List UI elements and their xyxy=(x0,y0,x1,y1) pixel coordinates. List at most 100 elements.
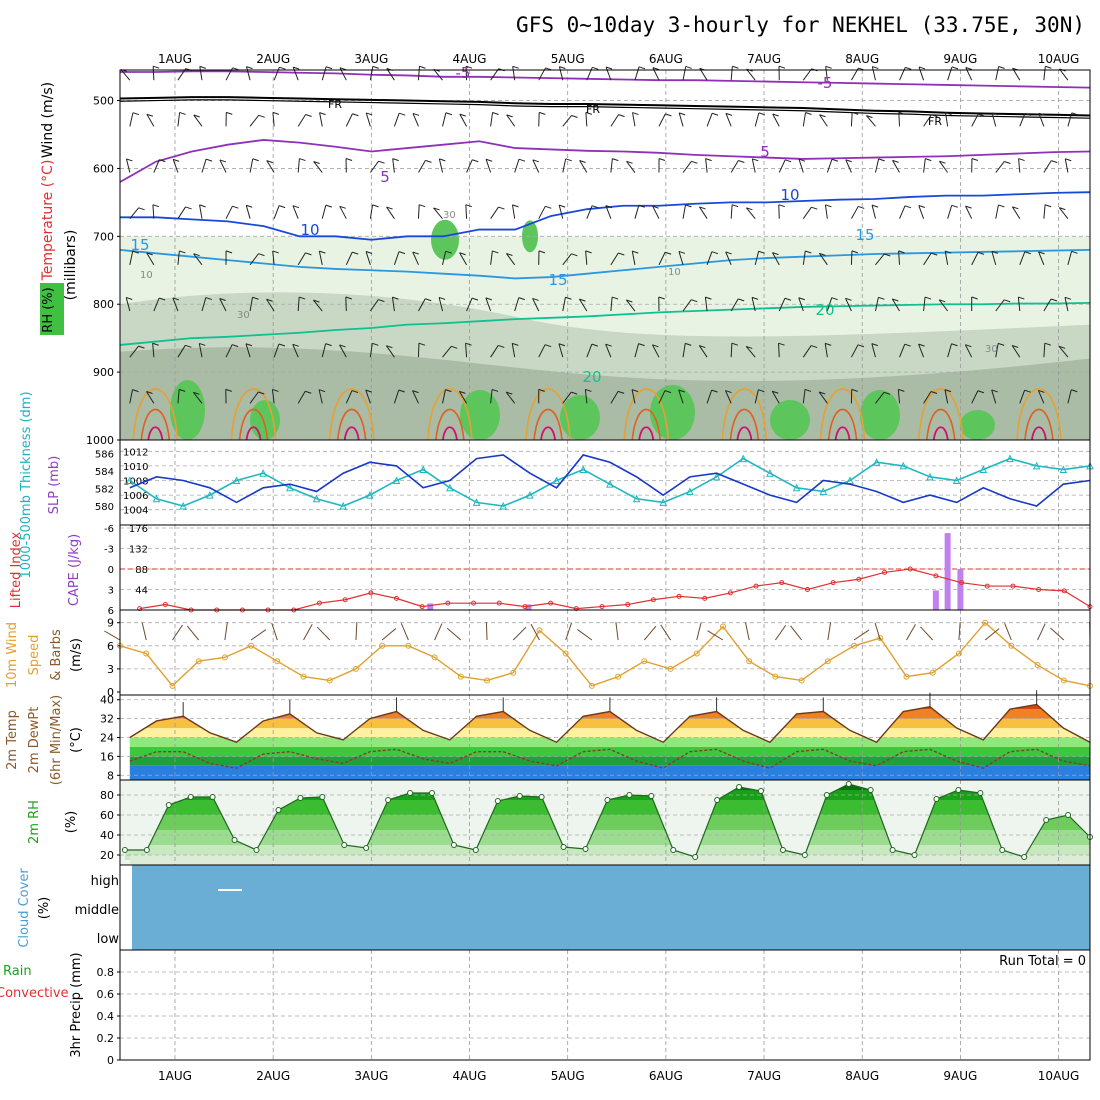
wind-barb xyxy=(125,158,131,173)
isotherm-line-30 xyxy=(925,408,956,441)
precip-tick-label: 0.8 xyxy=(97,966,115,979)
li-tick-label: -3 xyxy=(104,545,114,556)
wind-barb-flag xyxy=(132,112,140,116)
wind-barb-flag xyxy=(412,112,420,116)
lifted-index-marker xyxy=(419,604,425,610)
wind-barb xyxy=(891,298,900,312)
rh-marker xyxy=(297,795,304,801)
surface-wind-barb xyxy=(643,625,657,641)
slp-marker xyxy=(766,469,774,477)
wind-barb-flag xyxy=(772,252,779,256)
wind-barb-flag xyxy=(305,390,312,394)
wind-barb xyxy=(771,390,780,404)
temp-unit-label: (°C) xyxy=(69,727,84,753)
wind-barb-flag xyxy=(752,158,759,162)
wind-barb-flag xyxy=(205,297,212,301)
minmax-axis-label: (6hr Min/Max) xyxy=(49,695,64,785)
wind-barb xyxy=(458,391,467,404)
wind-barb-flag xyxy=(918,66,926,70)
wind-barb xyxy=(682,299,692,312)
wind-barb xyxy=(991,251,997,265)
slp-marker xyxy=(206,490,214,499)
wind-barb xyxy=(369,66,374,81)
date-label-top: 7AUG xyxy=(747,52,781,66)
wind-barb xyxy=(172,297,179,312)
wind-barb-flag xyxy=(498,206,505,210)
wind-speed-marker xyxy=(982,619,989,626)
wind-barb-flag xyxy=(811,206,818,210)
date-label-bottom: 5AUG xyxy=(551,1069,585,1083)
wind-barb-flag xyxy=(1012,344,1019,348)
wind-barb-flag xyxy=(518,158,526,162)
surface-wind-barb xyxy=(512,626,527,641)
wind-barb-flag xyxy=(412,390,419,394)
wind-barb xyxy=(146,252,155,266)
lifted-index-marker xyxy=(1036,587,1042,592)
wind-barb xyxy=(225,344,233,358)
dewpt-axis-label: 2m DewPt xyxy=(27,707,42,774)
wind-barb-flag xyxy=(539,111,546,115)
wind-speed-marker xyxy=(1008,642,1015,649)
wind-speed-marker xyxy=(405,642,412,649)
wind-barb xyxy=(562,115,572,127)
rh-marker xyxy=(165,802,172,808)
wind-barb-flag xyxy=(705,158,712,162)
wind-barb xyxy=(918,343,925,358)
isotherm-label: FR xyxy=(328,98,342,111)
wind-barb xyxy=(871,343,876,358)
isotherm-line-35 xyxy=(441,426,458,441)
wind-barb-flag xyxy=(491,388,499,392)
wind-barb-flag xyxy=(232,344,239,348)
wind-barb-flag xyxy=(246,204,253,208)
li-tick-label: 3 xyxy=(108,586,114,597)
cape-bar xyxy=(957,569,964,610)
panel-frame-3 xyxy=(119,524,1091,611)
wind-barb xyxy=(658,390,666,404)
wind-barb-flag xyxy=(798,158,806,162)
wind-barb-flag xyxy=(532,159,539,163)
li-tick-label: -6 xyxy=(104,524,114,535)
wind-barb-flag xyxy=(219,298,226,302)
precip-tick-label: 0.2 xyxy=(97,1032,115,1045)
rh-marker xyxy=(757,788,764,794)
wind-barb xyxy=(313,299,323,312)
wind-barb xyxy=(751,297,756,312)
thickness-axis-label: 1000-500mb Thickness (dm) xyxy=(19,391,34,578)
wind-barb-flag xyxy=(565,296,572,300)
rh-marker xyxy=(385,797,392,803)
wind-barb xyxy=(369,204,374,219)
wind-barb xyxy=(412,390,419,404)
cape-tick-label: 176 xyxy=(129,524,148,535)
surface-wind-barb xyxy=(906,624,916,641)
wind-barb xyxy=(586,67,593,81)
wind-barb-flag xyxy=(778,65,786,69)
wind-barb-flag xyxy=(152,65,160,69)
surface-wind-barb xyxy=(104,630,121,641)
wind-barb xyxy=(699,206,708,219)
isotherm-line-FR xyxy=(119,96,1091,117)
wind-barb-flag xyxy=(225,250,233,254)
wind-barb-flag xyxy=(617,390,625,394)
wind-barb xyxy=(146,113,155,127)
wind-barb-flag xyxy=(785,159,792,163)
wind-barb xyxy=(562,391,572,404)
wind-barb xyxy=(971,113,979,127)
slp-marker xyxy=(499,501,508,510)
wind-barb-flag xyxy=(152,204,160,208)
wind-barb xyxy=(802,345,812,358)
wind-barb xyxy=(845,298,852,312)
isotherm-label: 10 xyxy=(780,186,799,204)
wind-barb-flag xyxy=(132,250,139,254)
wind-barb xyxy=(898,112,901,127)
wind-barb xyxy=(995,66,1000,81)
wind-barb xyxy=(745,346,756,358)
surface-wind-barb xyxy=(446,627,462,641)
wind-barb-flag xyxy=(318,389,326,393)
wind-barb xyxy=(511,343,516,358)
wind-barb xyxy=(490,250,493,265)
precip-axis-label: 3hr Precip (mm) xyxy=(69,952,84,1057)
slp-tick-label: 1006 xyxy=(123,491,148,502)
wind-barb xyxy=(918,66,925,81)
temp-tick-label: 32 xyxy=(100,713,114,726)
wind-barb-flag xyxy=(272,111,280,115)
